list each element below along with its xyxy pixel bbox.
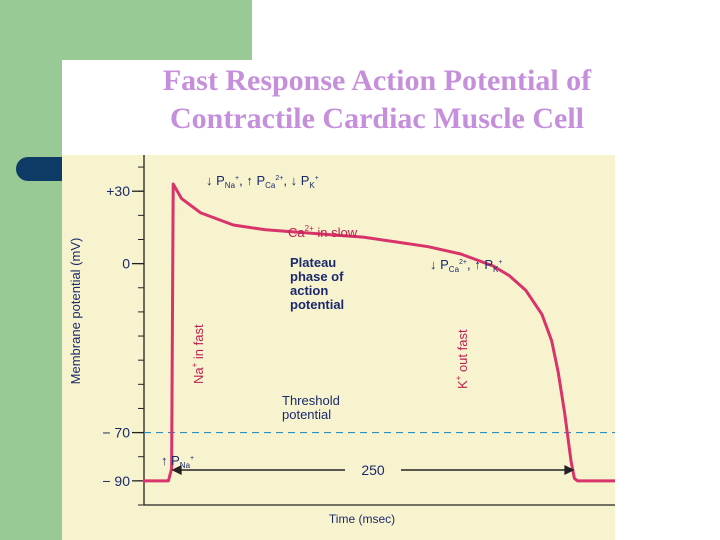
right-arrow-2: ↑ [474, 257, 481, 272]
right-p-1: P [440, 257, 449, 272]
k-base: K [455, 380, 470, 389]
k-out-fast-label: K+ out fast [454, 329, 470, 389]
slide-title-line-2: Contractile Cardiac Muscle Cell [112, 100, 642, 138]
y-axis-label: Membrane potential (mV) [68, 238, 83, 385]
top-arrow-1: ↓ [206, 173, 213, 188]
threshold-label-line-1: Threshold [282, 393, 340, 408]
top-p-2: P [256, 173, 265, 188]
na-rest: in fast [191, 324, 206, 363]
top-p-1: P [216, 173, 225, 188]
y-tick-label: +30 [106, 183, 130, 199]
low-arrow: ↑ [161, 453, 168, 468]
right-p-2: P [484, 257, 493, 272]
top-sub-1: Na [225, 181, 236, 190]
plateau-line-2: phase of [290, 269, 344, 284]
plateau-line-3: action [290, 283, 328, 298]
ca-rest: in slow [314, 225, 358, 240]
top-sub-2: Ca [265, 181, 276, 190]
na-base: Na [191, 367, 206, 384]
top-permeability-label: ↓ PNa+, ↑ PCa2+, ↓ PK+ [206, 173, 319, 190]
top-p-3: P [301, 173, 310, 188]
top-sup-3: + [315, 175, 319, 182]
low-p: P [171, 453, 180, 468]
right-arrow-1: ↓ [430, 257, 437, 272]
top-sep-2: , [283, 173, 290, 188]
x-axis-label: Time (msec) [329, 512, 395, 526]
right-permeability-label: ↓ PCa2+, ↑ PK+ [430, 257, 502, 274]
k-rest: out fast [455, 329, 470, 376]
ca-base: Ca [288, 225, 305, 240]
slide-title-line-1: Fast Response Action Potential of [112, 62, 642, 100]
duration-label: 250 [361, 462, 385, 478]
ca-in-slow-label: Ca2+ in slow [288, 224, 358, 240]
right-sup-2: + [498, 259, 502, 266]
top-arrow-3: ↓ [291, 173, 298, 188]
top-sup-2: 2+ [275, 175, 283, 182]
slide-title: Fast Response Action Potential of Contra… [112, 62, 642, 138]
y-tick-label: − 90 [102, 473, 130, 489]
y-axis-major-ticks: +30 0 − 70 − 90 [102, 183, 144, 489]
action-potential-curve [144, 184, 615, 481]
plateau-line-1: Plateau [290, 255, 336, 270]
na-in-fast-label: Na+ in fast [190, 324, 206, 384]
plateau-line-4: potential [290, 297, 344, 312]
right-sub-2: K [493, 265, 499, 274]
threshold-label-line-2: potential [282, 407, 331, 422]
low-sup: + [190, 455, 194, 462]
top-sub-3: K [309, 181, 315, 190]
y-tick-label: − 70 [102, 425, 130, 441]
green-side-bar [0, 0, 62, 540]
ca-sup: 2+ [305, 224, 314, 233]
y-tick-label: 0 [122, 256, 130, 272]
right-sep-1: , [467, 257, 474, 272]
top-arrow-2: ↑ [246, 173, 253, 188]
action-potential-figure: +30 0 − 70 − 90 Membrane potential (mV) Tim… [62, 155, 615, 540]
right-sub-1: Ca [449, 265, 460, 274]
right-sup-1: 2+ [459, 259, 467, 266]
top-sep-1: , [239, 173, 246, 188]
action-potential-chart: +30 0 − 70 − 90 Membrane potential (mV) Tim… [62, 155, 615, 540]
y-axis-minor-ticks [138, 167, 144, 505]
